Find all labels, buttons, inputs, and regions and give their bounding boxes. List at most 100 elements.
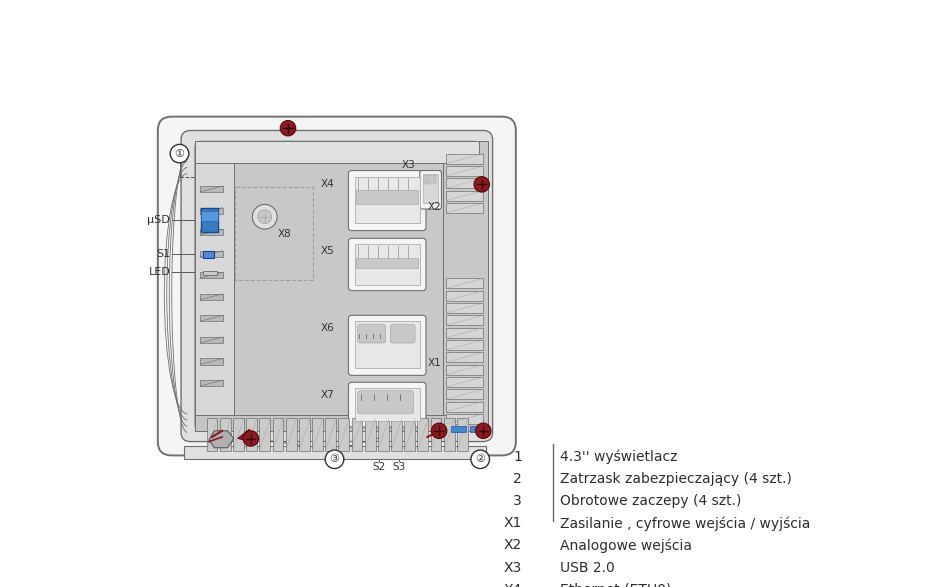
- Bar: [423, 174, 438, 203]
- Bar: [446, 389, 483, 399]
- Bar: [391, 419, 402, 451]
- Circle shape: [476, 423, 491, 438]
- Bar: [195, 416, 478, 431]
- Bar: [424, 175, 427, 184]
- Text: X4: X4: [321, 180, 335, 190]
- Bar: [199, 380, 223, 386]
- Bar: [199, 186, 223, 192]
- Bar: [195, 141, 478, 163]
- FancyBboxPatch shape: [420, 171, 442, 209]
- Bar: [446, 352, 483, 362]
- Bar: [199, 315, 223, 322]
- FancyBboxPatch shape: [181, 130, 493, 441]
- Bar: [199, 229, 223, 235]
- Bar: [444, 419, 455, 451]
- Bar: [446, 154, 483, 164]
- Bar: [356, 258, 418, 268]
- Circle shape: [474, 177, 490, 192]
- Text: Obrotowe zaczepy (4 szt.): Obrotowe zaczepy (4 szt.): [560, 494, 742, 508]
- Text: 3: 3: [513, 494, 522, 508]
- Text: LED: LED: [149, 267, 170, 277]
- Text: X1: X1: [428, 358, 442, 368]
- Bar: [446, 315, 483, 325]
- FancyBboxPatch shape: [349, 315, 426, 375]
- Bar: [199, 337, 223, 343]
- Bar: [246, 419, 257, 451]
- FancyBboxPatch shape: [358, 391, 414, 414]
- Bar: [446, 191, 483, 201]
- Bar: [354, 177, 420, 223]
- Bar: [446, 402, 483, 411]
- FancyBboxPatch shape: [349, 238, 426, 291]
- Bar: [201, 211, 218, 221]
- Text: μSD: μSD: [148, 215, 170, 225]
- Polygon shape: [238, 429, 252, 440]
- Bar: [446, 278, 483, 288]
- Bar: [446, 328, 483, 338]
- Text: Zatrzask zabezpieczający (4 szt.): Zatrzask zabezpieczający (4 szt.): [560, 472, 792, 486]
- Circle shape: [431, 423, 446, 438]
- FancyBboxPatch shape: [390, 325, 415, 343]
- Bar: [365, 419, 376, 451]
- Bar: [446, 203, 483, 213]
- Bar: [446, 303, 483, 313]
- Bar: [199, 251, 223, 257]
- Bar: [446, 291, 483, 301]
- Bar: [184, 446, 486, 458]
- Bar: [451, 426, 466, 433]
- Bar: [352, 419, 363, 451]
- Text: ③: ③: [330, 454, 339, 464]
- Circle shape: [471, 450, 490, 468]
- Bar: [417, 419, 429, 451]
- Bar: [259, 419, 270, 451]
- Text: 2: 2: [513, 472, 522, 486]
- Text: Zasilanie , cyfrowe wejścia / wyjścia: Zasilanie , cyfrowe wejścia / wyjścia: [560, 516, 811, 531]
- Bar: [199, 294, 223, 300]
- Text: X2: X2: [504, 538, 522, 552]
- Bar: [446, 377, 483, 387]
- Bar: [299, 419, 309, 451]
- Bar: [201, 207, 218, 232]
- Bar: [195, 141, 234, 431]
- Text: USB 2.0: USB 2.0: [560, 561, 615, 575]
- Bar: [356, 190, 418, 204]
- Circle shape: [258, 210, 272, 224]
- FancyBboxPatch shape: [358, 325, 385, 343]
- Text: X2: X2: [428, 203, 442, 212]
- FancyBboxPatch shape: [158, 117, 516, 456]
- Text: X7: X7: [321, 390, 335, 400]
- Bar: [312, 419, 322, 451]
- Text: ①: ①: [175, 149, 184, 158]
- Text: X4: X4: [504, 583, 522, 587]
- Bar: [457, 419, 468, 451]
- Text: Analogowe wejścia: Analogowe wejścia: [560, 538, 693, 553]
- Bar: [470, 426, 486, 433]
- Circle shape: [325, 450, 344, 468]
- Text: X3: X3: [402, 160, 415, 170]
- Bar: [325, 419, 337, 451]
- Polygon shape: [209, 431, 234, 448]
- Bar: [233, 419, 243, 451]
- Bar: [378, 419, 389, 451]
- Bar: [443, 141, 488, 431]
- Bar: [203, 251, 213, 258]
- Circle shape: [280, 120, 296, 136]
- FancyBboxPatch shape: [349, 171, 426, 231]
- Bar: [220, 419, 230, 451]
- Bar: [273, 419, 283, 451]
- Bar: [446, 414, 483, 424]
- Bar: [286, 419, 296, 451]
- Text: X6: X6: [321, 323, 335, 333]
- Bar: [404, 419, 415, 451]
- Text: S2: S2: [373, 462, 386, 472]
- Circle shape: [170, 144, 189, 163]
- Circle shape: [252, 204, 277, 229]
- Text: 4.3'' wyświetlacz: 4.3'' wyświetlacz: [560, 450, 678, 464]
- Text: ②: ②: [476, 454, 485, 464]
- Bar: [433, 175, 436, 184]
- Circle shape: [243, 431, 258, 446]
- Bar: [446, 340, 483, 350]
- Bar: [446, 178, 483, 188]
- Text: X8: X8: [277, 230, 291, 239]
- Bar: [446, 365, 483, 375]
